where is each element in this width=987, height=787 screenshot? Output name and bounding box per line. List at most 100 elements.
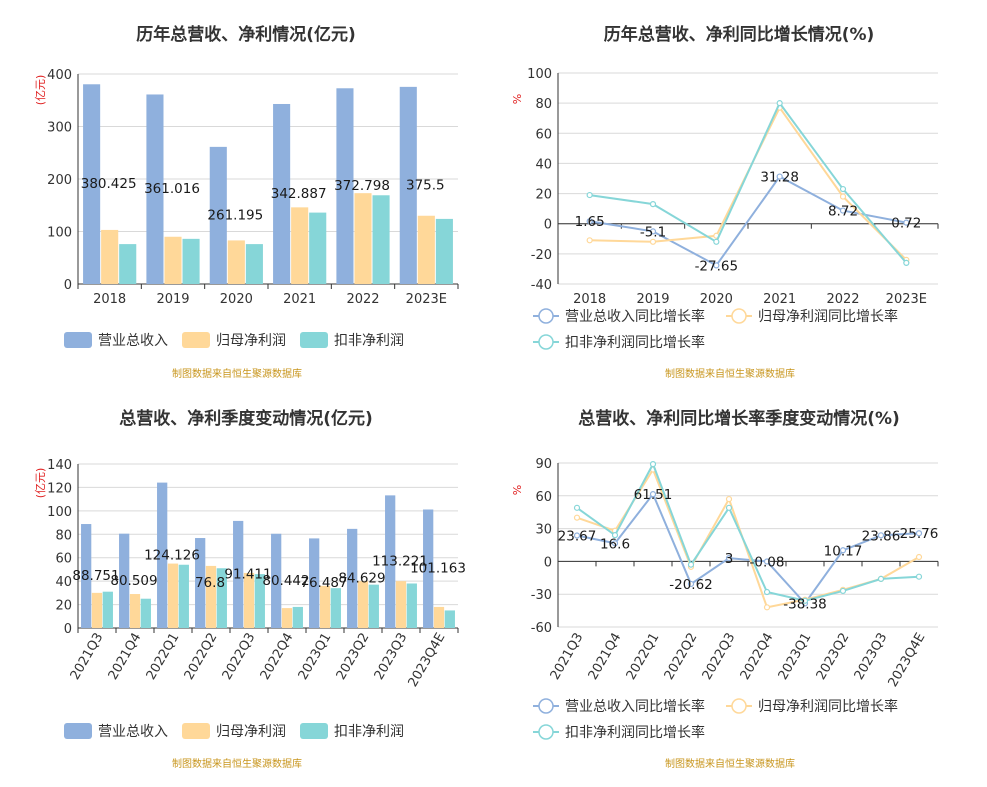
x-tick-label: 2022Q1	[624, 631, 663, 683]
data-label: 31.28	[760, 170, 799, 186]
x-tick-label: 2022Q1	[144, 631, 183, 683]
data-label: 10.17	[824, 543, 863, 559]
bar	[227, 240, 245, 284]
bar	[167, 563, 179, 628]
x-tick-label: 2022Q2	[182, 631, 221, 683]
data-label: 1.65	[575, 214, 605, 230]
bar	[271, 533, 282, 628]
x-tick-label: 2022Q3	[220, 631, 259, 683]
legend-marker	[731, 698, 747, 714]
series-point	[649, 460, 657, 468]
legend-label: 扣非净利润	[334, 333, 404, 349]
bar	[195, 538, 206, 628]
series-point	[776, 173, 783, 180]
chart-annual-growth-svg: 历年总营收、净利同比增长情况(%)% -40 -20 0 20 40 60 80 100 2018…	[511, 24, 939, 380]
chart-quarterly-revenue-profit-svg: 总营收、净利季度变动情况(亿元) (亿元) 0 20 40 60 80 100 120 140 20…	[34, 408, 466, 770]
data-label: 76.487	[300, 575, 347, 591]
y-tick-label: 100	[47, 226, 72, 241]
data-label: 76.8	[195, 575, 225, 591]
bar	[444, 610, 455, 628]
bar	[254, 574, 265, 628]
series-line	[576, 461, 920, 602]
series-line	[589, 105, 908, 261]
bar	[233, 520, 244, 628]
legend-label: 归母净利润同比增长率	[758, 698, 898, 715]
bar	[385, 495, 396, 628]
y-tick-label: 120	[47, 481, 72, 496]
y-tick-label: 20	[55, 599, 72, 614]
bar	[395, 581, 407, 628]
bar	[399, 86, 417, 284]
legend-marker	[731, 308, 747, 324]
x-tick-label: 2021Q4	[106, 631, 145, 683]
y-axis-unit: (亿元)	[34, 75, 47, 106]
y-tick-label: 200	[47, 173, 72, 188]
bar	[309, 538, 320, 628]
series-point	[915, 553, 923, 561]
y-tick-label: 0	[544, 218, 552, 233]
data-label: 375.5	[406, 177, 445, 193]
legend-marker	[538, 334, 554, 350]
data-label: 8.72	[828, 204, 858, 220]
x-tick-label: 2021	[283, 292, 316, 307]
data-label: 372.798	[334, 178, 390, 194]
y-tick-label: 40	[535, 157, 552, 172]
chart-title: 历年总营收、净利情况(亿元)	[136, 24, 356, 45]
bar	[347, 528, 358, 628]
data-label: 61.51	[634, 487, 673, 503]
chart-annual-growth: 历年总营收、净利同比增长情况(%)% -40 -20 0 20 40 60 80 100 2018…	[493, 0, 986, 393]
data-label: 261.195	[207, 207, 263, 223]
bar	[319, 585, 331, 628]
data-label: 16.6	[600, 536, 630, 552]
legend-label: 归母净利润	[216, 332, 286, 349]
chart-title: 总营收、净利季度变动情况(亿元)	[119, 408, 373, 429]
bar	[101, 229, 119, 284]
x-tick-label: 2022Q2	[662, 631, 701, 683]
x-tick-label: 2023Q2	[814, 631, 853, 683]
y-tick-label: 30	[535, 523, 552, 538]
bar	[372, 195, 390, 284]
y-tick-label: 60	[535, 127, 552, 142]
series-point	[573, 532, 581, 539]
series-point	[839, 547, 847, 554]
bar	[309, 212, 327, 284]
x-tick-label: 2020	[700, 292, 733, 307]
y-tick-label: 40	[55, 575, 72, 590]
legend-label: 归母净利润同比增长率	[758, 308, 898, 325]
bar	[245, 244, 263, 284]
source-note: 制图数据来自恒生聚源数据库	[665, 367, 795, 380]
bar	[157, 482, 168, 628]
series-line	[589, 101, 908, 264]
bar	[119, 244, 137, 284]
y-tick-label: 0	[544, 555, 552, 570]
y-tick-label: -20	[531, 248, 552, 263]
x-tick-label: 2022	[826, 292, 859, 307]
series-point	[877, 575, 885, 582]
data-label: 342.887	[271, 186, 327, 202]
data-label: 113.221	[372, 554, 428, 570]
x-tick-label: 2022Q4	[738, 631, 777, 683]
x-tick-label: 2022	[346, 292, 379, 307]
series-point	[903, 219, 910, 226]
data-label: 3	[725, 551, 734, 567]
y-tick-label: 0	[64, 278, 72, 293]
chart-quarterly-growth-svg: 总营收、净利同比增长率季度变动情况(%)% -60 -30 0 30 60 90 2021Q3…	[511, 408, 939, 770]
chart-quarterly-revenue-profit: 总营收、净利季度变动情况(亿元) (亿元) 0 20 40 60 80 100 120 140 20…	[0, 393, 493, 786]
x-tick-label: 2019	[156, 292, 189, 307]
series-point	[713, 262, 720, 269]
y-tick-label: 100	[527, 67, 552, 82]
bar	[146, 94, 164, 284]
x-tick-label: 2021Q3	[548, 631, 587, 683]
bar	[292, 606, 303, 628]
series-point	[687, 580, 695, 588]
bar	[281, 608, 293, 628]
chart-title: 历年总营收、净利同比增长情况(%)	[604, 24, 875, 45]
y-tick-label: 300	[47, 121, 72, 136]
bar	[209, 146, 227, 284]
x-tick-label: 2023Q3	[852, 631, 891, 683]
bar	[205, 565, 217, 628]
series-line	[589, 175, 907, 267]
bar	[368, 584, 379, 628]
bar	[83, 84, 101, 284]
series-point	[839, 207, 847, 214]
